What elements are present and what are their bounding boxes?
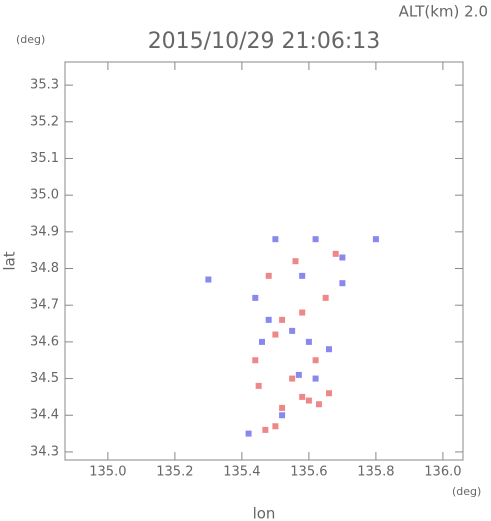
x-tick-label: 136.0 — [424, 465, 461, 480]
data-patch — [339, 254, 346, 261]
data-patch — [258, 338, 265, 345]
y-tick-label: 34.6 — [30, 334, 59, 349]
y-tick-label: 35.0 — [30, 188, 59, 203]
x-tick-label: 135.0 — [89, 465, 126, 480]
data-patch — [325, 346, 332, 353]
x-tick-label: 135.2 — [156, 465, 193, 480]
x-unit: (deg) — [452, 485, 481, 498]
x-axis-label: lon — [253, 505, 276, 521]
data-patch — [295, 371, 302, 378]
y-tick-label: 34.9 — [30, 224, 59, 239]
plot-frame — [64, 61, 464, 461]
y-tick-label: 34.7 — [30, 298, 59, 313]
y-tick-label: 35.3 — [30, 78, 59, 93]
data-patch — [245, 430, 252, 437]
y-tick-label: 34.4 — [30, 408, 59, 423]
data-patch — [279, 412, 286, 419]
data-patch — [279, 404, 286, 411]
data-patch — [272, 236, 279, 243]
data-patch — [372, 236, 379, 243]
chart-title: 2015/10/29 21:06:13 — [148, 29, 381, 54]
y-tick-label: 34.5 — [30, 371, 59, 386]
data-patch — [299, 393, 306, 400]
data-patch — [299, 309, 306, 316]
x-tick-label: 135.8 — [357, 465, 394, 480]
chart-subtitle: ALT(km) 2.0 — [399, 3, 488, 21]
data-patch — [315, 401, 322, 408]
data-patch — [289, 327, 296, 334]
data-patch — [305, 397, 312, 404]
data-patch — [262, 426, 269, 433]
data-patch — [252, 294, 259, 301]
y-axis-label: lat — [1, 251, 19, 270]
data-patch — [272, 423, 279, 430]
y-tick-label: 34.3 — [30, 444, 59, 459]
data-patch — [325, 390, 332, 397]
data-patch — [332, 250, 339, 257]
x-tick-label: 135.6 — [290, 465, 327, 480]
x-tick-label: 135.4 — [223, 465, 260, 480]
data-patch — [339, 280, 346, 287]
data-patch — [279, 316, 286, 323]
data-patch — [289, 375, 296, 382]
data-patch — [299, 272, 306, 279]
data-patch — [205, 276, 212, 283]
data-patch — [312, 236, 319, 243]
y-tick-label: 34.8 — [30, 261, 59, 276]
y-tick-label: 35.1 — [30, 151, 59, 166]
data-patch — [265, 316, 272, 323]
y-unit: (deg) — [16, 33, 45, 46]
data-patch — [305, 338, 312, 345]
data-patch — [312, 357, 319, 364]
data-patch — [322, 294, 329, 301]
data-patch — [292, 258, 299, 265]
data-patch — [252, 357, 259, 364]
data-patch — [255, 382, 262, 389]
data-patch — [312, 375, 319, 382]
data-patch — [272, 331, 279, 338]
data-patch — [265, 272, 272, 279]
y-tick-label: 35.2 — [30, 114, 59, 129]
